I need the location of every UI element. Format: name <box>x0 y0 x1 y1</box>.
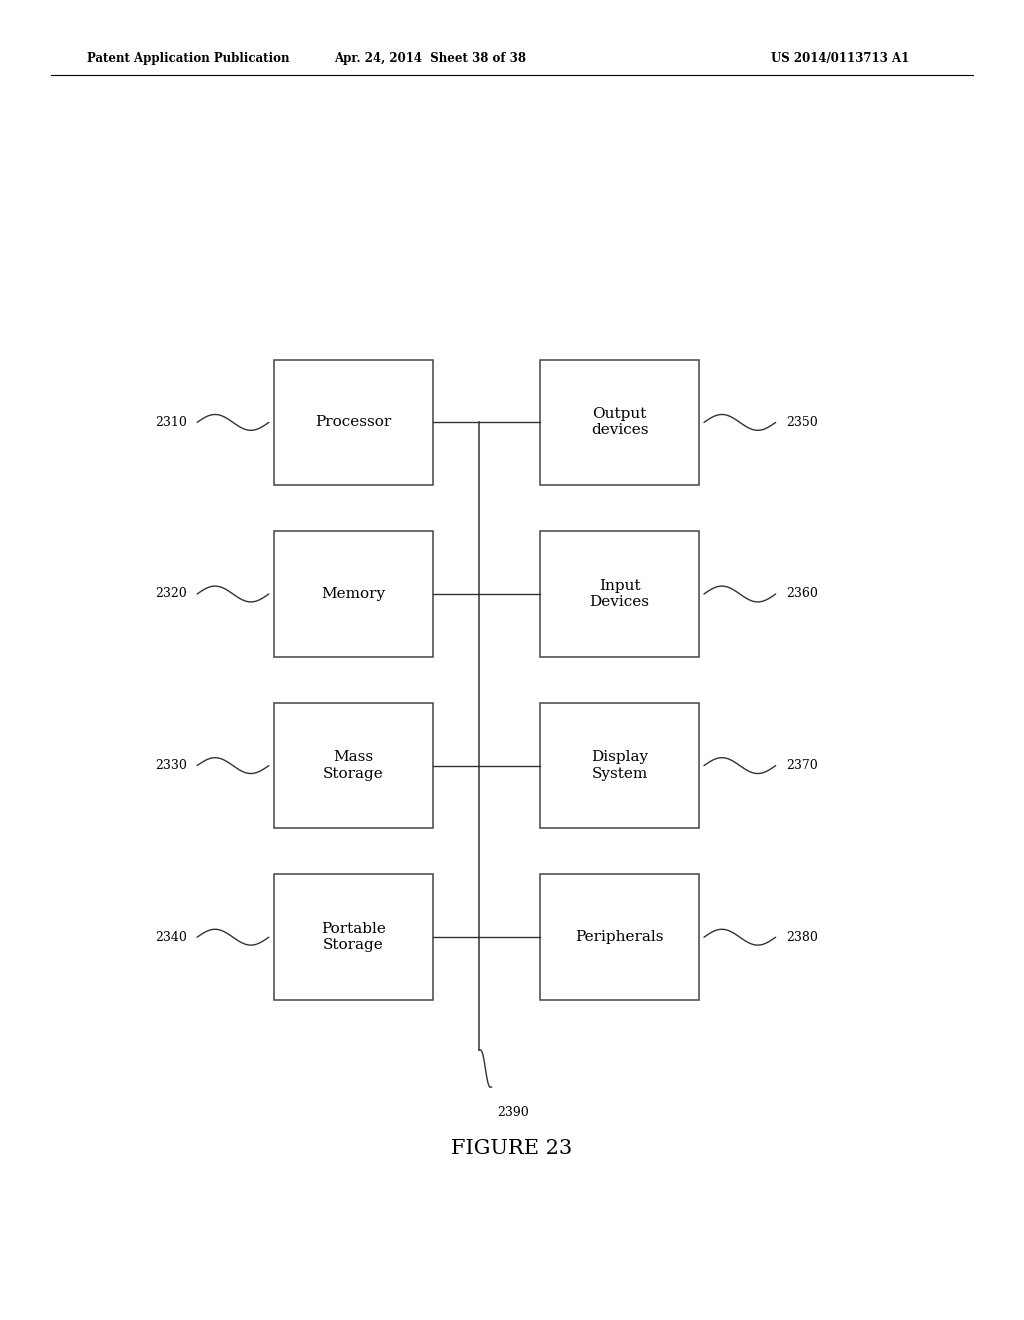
Text: Memory: Memory <box>322 587 385 601</box>
Bar <box>541 702 698 829</box>
Text: Apr. 24, 2014  Sheet 38 of 38: Apr. 24, 2014 Sheet 38 of 38 <box>334 51 526 65</box>
Bar <box>541 874 698 1001</box>
Bar <box>273 874 432 1001</box>
Text: 2310: 2310 <box>155 416 186 429</box>
Bar <box>273 702 432 829</box>
Text: US 2014/0113713 A1: US 2014/0113713 A1 <box>770 51 909 65</box>
Text: Input
Devices: Input Devices <box>590 579 649 609</box>
Text: FIGURE 23: FIGURE 23 <box>452 1139 572 1158</box>
Text: Display
System: Display System <box>591 751 648 780</box>
Text: Peripherals: Peripherals <box>575 931 664 944</box>
Bar <box>541 531 698 656</box>
Bar <box>273 531 432 656</box>
Text: Output
devices: Output devices <box>591 408 648 437</box>
Text: Portable
Storage: Portable Storage <box>321 923 386 952</box>
Text: Patent Application Publication: Patent Application Publication <box>87 51 290 65</box>
Bar <box>541 359 698 484</box>
Text: 2380: 2380 <box>786 931 818 944</box>
Text: 2330: 2330 <box>155 759 186 772</box>
Text: Processor: Processor <box>315 416 391 429</box>
Text: 2370: 2370 <box>786 759 818 772</box>
Text: 2340: 2340 <box>155 931 186 944</box>
Text: 2390: 2390 <box>498 1105 529 1118</box>
Text: 2320: 2320 <box>155 587 186 601</box>
Text: Mass
Storage: Mass Storage <box>323 751 384 780</box>
Text: 2350: 2350 <box>786 416 818 429</box>
Bar <box>273 359 432 484</box>
Text: 2360: 2360 <box>786 587 818 601</box>
